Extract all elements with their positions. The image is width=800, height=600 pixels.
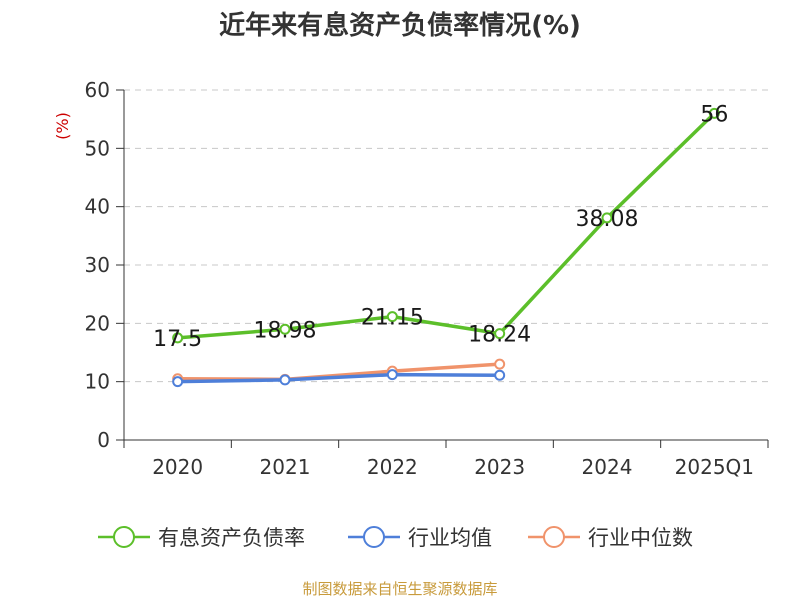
x-tick-label: 2021 [260,455,311,479]
source-note: 制图数据来自恒生聚源数据库 [302,580,497,598]
series-line [177,372,500,384]
data-labels: 17.5 18.98 21.15 18.24 38.08 56 [153,102,728,352]
data-point [494,369,506,381]
data-point [279,374,291,386]
series-line [177,112,716,340]
x-tick-label: 2023 [474,455,525,479]
y-tick-label: 20 [85,311,110,335]
data-label: 18.24 [468,323,531,348]
x-axis: 2020 2021 2022 2023 2024 2025Q1 [123,439,769,479]
y-tick-label: 40 [85,195,110,219]
data-point [708,107,720,119]
x-tick-label: 2020 [152,455,203,479]
data-point [172,332,184,344]
data-label: 38.08 [576,207,639,232]
chart-title: 近年来有息资产负债率情况(%) [219,10,581,41]
legend-label: 行业均值 [408,526,492,550]
y-tick-label: 50 [85,136,110,160]
data-point [279,323,291,335]
legend: 有息资产负债率 行业均值 行业中位数 [98,526,693,550]
legend-marker [363,526,385,548]
data-label: 17.5 [153,327,202,352]
y-tick-label: 10 [85,370,110,394]
data-point [172,376,184,388]
y-tick-label: 30 [85,253,110,277]
x-tick-label: 2022 [367,455,418,479]
x-tick-label: 2025Q1 [675,455,754,479]
legend-marker [113,526,135,548]
legend-label: 有息资产负债率 [158,526,305,550]
y-axis: 0 10 20 30 40 50 60 [85,78,125,452]
data-point [494,358,506,370]
y-axis-unit: (%) [53,112,72,140]
legend-label: 行业中位数 [588,526,693,550]
data-label: 56 [700,102,728,127]
x-tick-label: 2024 [582,455,633,479]
data-point [601,212,613,224]
data-point [386,311,398,323]
grid-lines [124,89,768,383]
y-tick-label: 0 [97,428,110,452]
data-point [494,328,506,340]
series-group [172,107,720,388]
data-label: 21.15 [361,306,424,331]
y-tick-label: 60 [85,78,110,102]
legend-marker [543,526,565,548]
data-point [386,369,398,381]
data-label: 18.98 [254,318,317,343]
